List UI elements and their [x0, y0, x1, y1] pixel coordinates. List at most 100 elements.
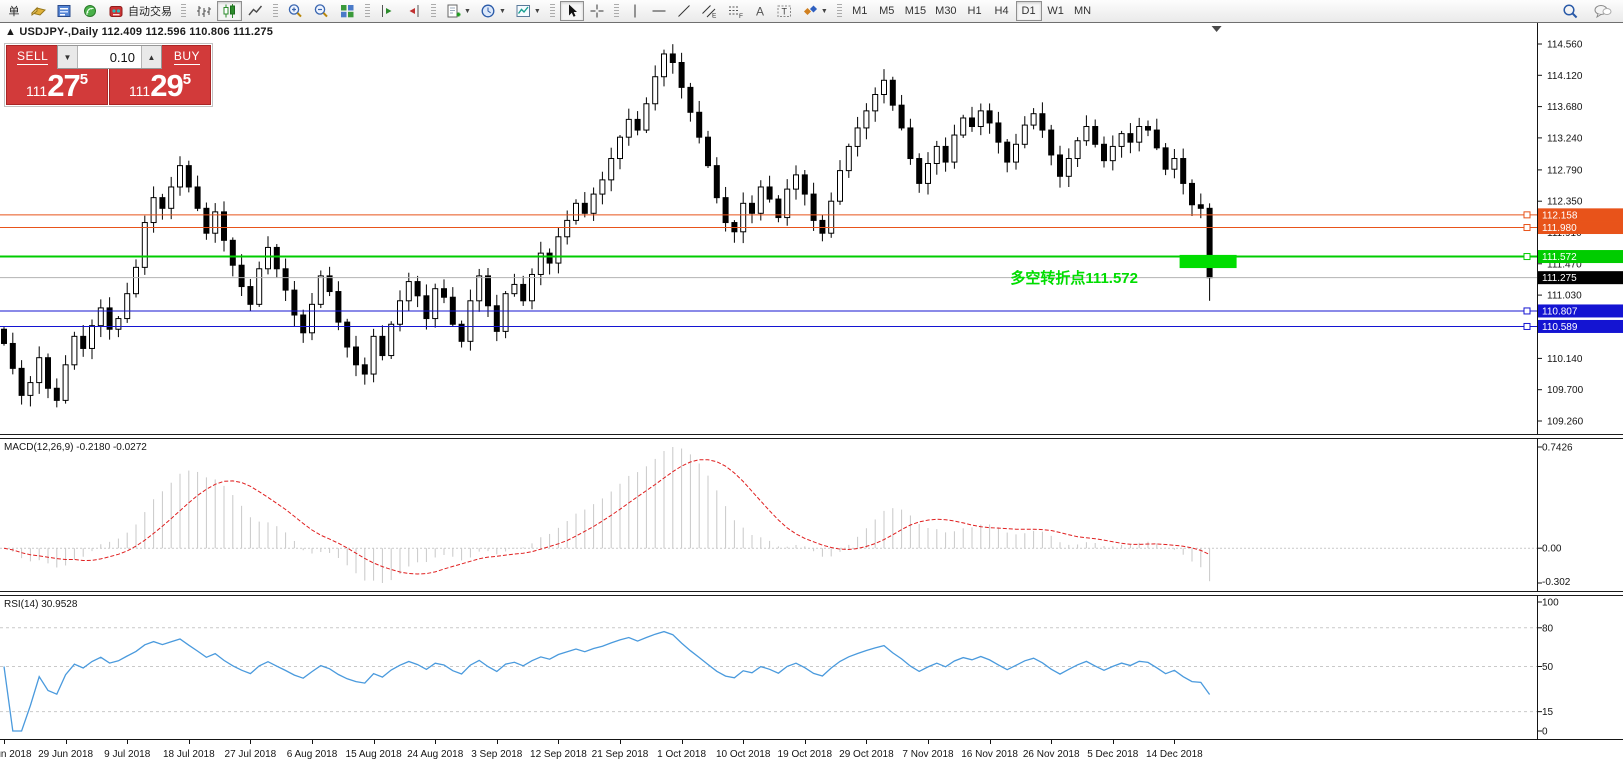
signals-button[interactable]: [78, 1, 103, 21]
candle: [9, 342, 16, 369]
line-chart-button[interactable]: [243, 1, 268, 21]
clock-icon: [481, 4, 495, 18]
candle: [97, 307, 104, 327]
timeframe-m30[interactable]: M30: [935, 5, 957, 17]
candle: [18, 367, 25, 396]
timeframe-mn[interactable]: MN: [1074, 5, 1092, 17]
candle: [53, 387, 60, 401]
highlight-rectangle[interactable]: [1179, 254, 1237, 269]
candle: [564, 219, 571, 238]
candle: [969, 117, 975, 128]
volume-increase-button[interactable]: ▲: [141, 46, 161, 68]
crosshair-button[interactable]: [585, 1, 609, 21]
candle: [617, 136, 623, 160]
toolbar-grip[interactable]: [836, 3, 842, 19]
candle: [713, 165, 720, 199]
candle: [185, 165, 192, 188]
date-label: 21 Sep 2018: [591, 749, 649, 760]
text-button[interactable]: A: [749, 1, 771, 21]
date-tick: [866, 740, 868, 744]
pane-splitter[interactable]: [0, 434, 1623, 439]
price-axis[interactable]: [1538, 23, 1623, 739]
toolbar-grip[interactable]: [431, 3, 436, 19]
date-tick: [312, 740, 313, 744]
date-tick: [804, 740, 806, 744]
date-label: 14 Dec 2018: [1146, 749, 1203, 760]
order-button[interactable]: [26, 1, 51, 21]
date-label: 7 Nov 2018: [902, 749, 954, 760]
candlestick-chart-icon: [223, 4, 235, 18]
rsi-canvas[interactable]: 100 80 50 15 0: [0, 596, 1623, 739]
cursor-button[interactable]: [559, 1, 584, 21]
zoom-in-button[interactable]: [283, 1, 308, 21]
chart-shift-button[interactable]: [401, 1, 426, 21]
new-order-button[interactable]: 单: [8, 6, 20, 18]
line-handle[interactable]: [1523, 211, 1531, 219]
toolbar-grip[interactable]: [181, 3, 186, 19]
toolbar-grip[interactable]: [549, 3, 555, 19]
svg-text:111.275: 111.275: [1542, 273, 1577, 284]
vertical-line-button[interactable]: [624, 1, 646, 21]
chat-button[interactable]: [1589, 1, 1616, 21]
time-axis[interactable]: 20 Jun 2018 29 Jun 2018 9 Jul 2018 18 Jul 2…: [0, 739, 1623, 764]
candle: [212, 211, 219, 234]
arrows-button[interactable]: ▼: [798, 1, 832, 21]
toolbar-grip[interactable]: [273, 3, 278, 19]
line-handle[interactable]: [1523, 307, 1531, 315]
volume-decrease-button[interactable]: ▼: [58, 46, 78, 68]
market-watch-button[interactable]: [52, 1, 77, 21]
fibonacci-button[interactable]: F: [723, 1, 748, 21]
timeframe-h1[interactable]: H1: [967, 5, 982, 17]
period-button[interactable]: ▼: [476, 1, 510, 21]
candle: [1048, 129, 1055, 156]
timeframe-d1[interactable]: D1: [1015, 1, 1042, 21]
dropdown-arrow-icon: ▼: [820, 7, 828, 15]
timeframe-m1[interactable]: M1: [852, 5, 868, 17]
volume-field[interactable]: 0.10: [78, 46, 141, 68]
candle: [370, 335, 377, 375]
main-chart-canvas[interactable]: 114.560 114.120 113.680 113.240 112.790 112.3…: [0, 23, 1623, 434]
line-handle[interactable]: [1523, 322, 1531, 330]
auto-scroll-button[interactable]: [375, 1, 400, 21]
timeframe-h4[interactable]: H4: [994, 5, 1009, 17]
candle: [810, 193, 817, 221]
timeframe-m15[interactable]: M15: [904, 5, 927, 17]
indicators-button[interactable]: ▼: [511, 1, 545, 21]
candle: [502, 293, 509, 332]
toolbar-grip[interactable]: [613, 3, 619, 19]
candle: [1092, 126, 1099, 145]
line-handle[interactable]: [1523, 224, 1531, 232]
candle: [986, 110, 993, 124]
candlestick-chart-button[interactable]: [217, 1, 242, 21]
new-template-button[interactable]: ▼: [441, 1, 475, 21]
line-handle[interactable]: [1523, 253, 1531, 261]
trendline-button[interactable]: [672, 1, 696, 21]
autotrading-button[interactable]: 自动交易: [104, 1, 176, 21]
equidistant-channel-button[interactable]: E: [697, 1, 722, 21]
ohlc-values: 112.409 112.596 110.806 111.275: [101, 26, 274, 38]
svg-text:111.470: 111.470: [1547, 259, 1582, 270]
pane-splitter[interactable]: [0, 591, 1623, 596]
candle: [749, 202, 755, 214]
timeframe-w1[interactable]: W1: [1047, 5, 1064, 17]
turning-point-annotation[interactable]: 多空转折点111.572: [1010, 269, 1138, 287]
candle: [168, 186, 175, 209]
svg-text:114.120: 114.120: [1547, 71, 1583, 82]
search-button[interactable]: [1558, 1, 1583, 21]
date-tick: [620, 740, 621, 744]
candle: [150, 197, 157, 224]
timeframe-m5[interactable]: M5: [879, 5, 895, 17]
candle: [300, 314, 307, 334]
toolbar-grip[interactable]: [365, 3, 370, 19]
tile-windows-button[interactable]: [335, 1, 360, 21]
text-label-button[interactable]: T: [772, 1, 797, 21]
dropdown-arrow-icon: ▼: [533, 7, 541, 15]
candle: [1030, 113, 1037, 126]
candle: [898, 104, 905, 129]
candle: [423, 295, 430, 320]
bar-chart-button[interactable]: [191, 1, 216, 21]
date-tick: [1051, 740, 1053, 744]
macd-canvas[interactable]: 0.7426 0.00 -0.302: [0, 439, 1623, 591]
horizontal-line-button[interactable]: [647, 1, 671, 21]
zoom-out-button[interactable]: [309, 1, 334, 21]
